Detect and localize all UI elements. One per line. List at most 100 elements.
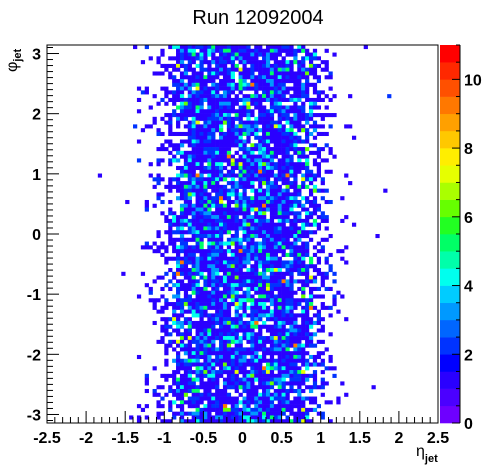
heatmap-cell (265, 411, 271, 416)
heatmap-cell (211, 400, 216, 405)
heatmap-cell (226, 124, 232, 129)
heatmap-cell (301, 234, 306, 239)
heatmap-cell (230, 188, 235, 193)
heatmap-cell (164, 302, 169, 307)
heatmap-cell (254, 404, 259, 409)
heatmap-cell (277, 173, 282, 178)
heatmap-cell (219, 120, 224, 125)
heatmap-cell (277, 271, 282, 276)
heatmap-cell (207, 305, 212, 310)
heatmap-cell (230, 336, 235, 341)
heatmap-cell (332, 279, 337, 284)
heatmap-cell (207, 181, 212, 186)
heatmap-cell (199, 169, 204, 174)
heatmap-cell (246, 237, 251, 242)
heatmap-cell (203, 230, 208, 235)
heatmap-cell (203, 264, 208, 269)
heatmap-cell (269, 415, 275, 420)
heatmap-cell (262, 60, 267, 65)
heatmap-cell (230, 294, 235, 299)
heatmap-cell (226, 268, 232, 273)
heatmap-cell (238, 131, 243, 137)
heatmap-cell (324, 286, 329, 291)
heatmap-cell (293, 162, 298, 167)
heatmap-cell (246, 396, 251, 401)
heatmap-cell (207, 162, 212, 167)
heatmap-cell (324, 188, 329, 193)
heatmap-cell (316, 317, 321, 322)
heatmap-cell (238, 320, 243, 326)
heatmap-cell (183, 256, 189, 261)
heatmap-cell (199, 237, 204, 242)
heatmap-cell (238, 313, 243, 318)
color-scale-tick-label: 0 (464, 416, 473, 433)
heatmap-cell (230, 328, 235, 333)
heatmap-cell (191, 105, 196, 110)
heatmap-cell (273, 366, 278, 371)
heatmap-cell (324, 143, 329, 148)
heatmap-cell (222, 283, 228, 288)
heatmap-cell (179, 60, 185, 65)
heatmap-cell (207, 97, 212, 102)
heatmap-cell (262, 71, 267, 76)
heatmap-cell (246, 298, 251, 303)
heatmap-cell (265, 317, 271, 322)
heatmap-cell (277, 79, 282, 84)
heatmap-cell (187, 370, 192, 375)
heatmap-cell (281, 339, 286, 344)
heatmap-cell (219, 358, 224, 363)
heatmap-cell (222, 60, 228, 65)
y-axis-subscript: jet (12, 48, 24, 62)
heatmap-cell (246, 279, 251, 284)
heatmap-cell (195, 370, 200, 375)
heatmap-cell (316, 294, 321, 299)
heatmap-cell (222, 131, 228, 137)
heatmap-cell (164, 392, 169, 397)
heatmap-cell (168, 75, 173, 80)
heatmap-cell (226, 79, 232, 84)
heatmap-cell (281, 79, 286, 84)
heatmap-cell (222, 184, 228, 189)
heatmap-cell (293, 415, 298, 420)
heatmap-cell (238, 86, 243, 91)
heatmap-cell (234, 48, 239, 53)
heatmap-cell (273, 256, 278, 261)
heatmap-cell (250, 237, 255, 242)
heatmap-cell (136, 294, 142, 299)
heatmap-cell (199, 128, 204, 133)
heatmap-cell (179, 392, 185, 397)
heatmap-cell (285, 230, 290, 235)
heatmap-cell (262, 124, 267, 129)
heatmap-cell (211, 188, 216, 193)
heatmap-cell (269, 139, 275, 144)
heatmap-cell (277, 147, 282, 152)
heatmap-cell (199, 362, 204, 367)
heatmap-cell (172, 237, 177, 242)
heatmap-cell (183, 385, 189, 390)
heatmap-cell (222, 411, 228, 416)
heatmap-cell (164, 283, 169, 288)
heatmap-cell (144, 124, 149, 129)
heatmap-cell (269, 339, 275, 344)
heatmap-cell (160, 245, 165, 250)
heatmap-cell (226, 67, 232, 72)
heatmap-cell (289, 184, 294, 189)
heatmap-cell (176, 158, 181, 163)
heatmap-cell (191, 143, 196, 148)
heatmap-cell (269, 302, 275, 307)
heatmap-cell (273, 150, 278, 155)
heatmap-cell (289, 226, 294, 231)
heatmap-cell (250, 373, 255, 378)
heatmap-cell (199, 294, 204, 299)
heatmap-cell (176, 328, 181, 333)
heatmap-cell (265, 268, 271, 273)
heatmap-cell (195, 63, 200, 68)
heatmap-cell (254, 120, 259, 125)
heatmap-cell (144, 415, 149, 420)
heatmap-cell (144, 245, 149, 250)
heatmap-cell (215, 63, 220, 68)
heatmap-cell (281, 143, 286, 148)
heatmap-cell (179, 97, 185, 102)
heatmap-cell (219, 128, 224, 133)
heatmap-cell (191, 52, 196, 57)
